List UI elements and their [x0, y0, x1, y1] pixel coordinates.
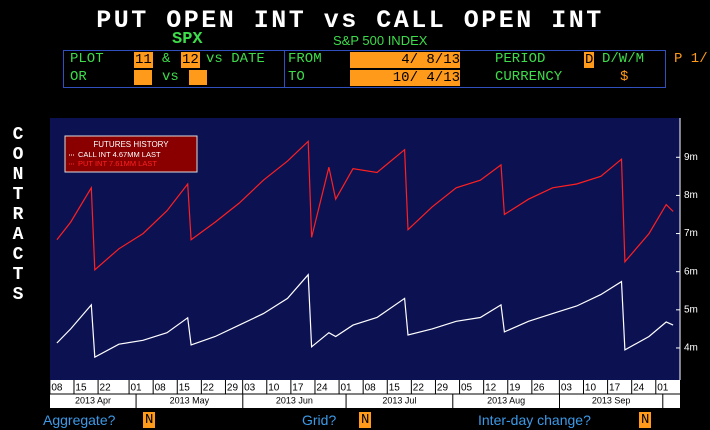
x-tick-label: 29: [437, 383, 449, 394]
option-label: Grid?: [302, 412, 337, 428]
x-group-label: 2013 May: [170, 395, 210, 405]
option-label: Inter-day change?: [478, 412, 591, 428]
input-field[interactable]: 4/ 8/13: [350, 52, 460, 68]
x-tick-label: 08: [51, 383, 63, 394]
field-label: OR: [70, 69, 87, 85]
x-tick-label: 10: [585, 383, 597, 394]
legend-entry: CALL INT 4.67MM LAST: [78, 150, 161, 159]
y-tick-label: 4m: [684, 343, 698, 354]
x-tick-label: 01: [131, 383, 143, 394]
option-label: Aggregate?: [43, 412, 116, 428]
input-field[interactable]: [189, 70, 207, 85]
input-field[interactable]: $: [620, 69, 629, 85]
x-tick-label: 15: [389, 383, 401, 394]
x-tick-label: 08: [365, 383, 377, 394]
form-frame: [284, 50, 666, 88]
x-tick-label: 08: [155, 383, 167, 394]
axis-title: CONTRACTS: [12, 125, 24, 305]
x-tick-label: 17: [609, 383, 621, 394]
x-group-label: 2013 Jun: [276, 395, 313, 405]
y-tick-label: 7m: [684, 228, 698, 239]
legend-box: [64, 135, 198, 173]
x-tick-label: 24: [316, 383, 328, 394]
x-tick-label: 15: [75, 383, 87, 394]
field-label: D/W/M: [602, 51, 645, 67]
x-tick-label: 22: [203, 383, 215, 394]
x-tick-label: 10: [268, 383, 280, 394]
x-group-label: 2013 Aug: [487, 395, 525, 405]
x-tick-label: 26: [533, 383, 545, 394]
x-tick-label: 05: [461, 383, 473, 394]
x-tick-label: 15: [179, 383, 191, 394]
x-tick-label: 17: [292, 383, 304, 394]
x-tick-label: 22: [413, 383, 425, 394]
x-tick-label: 12: [485, 383, 497, 394]
legend-entry: PUT INT 7.61MM LAST: [78, 159, 157, 168]
x-tick-label: 19: [509, 383, 521, 394]
x-tick-label: 29: [227, 383, 239, 394]
x-group-label: 2013 Apr: [75, 395, 111, 405]
field-label: &: [162, 51, 171, 67]
y-tick-label: 8m: [684, 190, 698, 201]
option-toggle[interactable]: N: [639, 412, 652, 428]
input-field[interactable]: D: [584, 52, 595, 68]
x-tick-label: 01: [657, 383, 669, 394]
x-tick-label: 24: [633, 383, 645, 394]
x-tick-label: 03: [244, 383, 256, 394]
y-tick-label: 5m: [684, 304, 698, 315]
option-toggle[interactable]: N: [143, 412, 156, 428]
x-tick-label: 01: [341, 383, 353, 394]
series-line: [56, 273, 674, 359]
legend-title: FUTURES HISTORY: [93, 140, 169, 149]
screen-title: PUT OPEN INT vs CALL OPEN INT: [96, 6, 604, 35]
field-label: CURRENCY: [495, 69, 563, 85]
field-label: TO: [288, 69, 305, 85]
x-group-label: 2013 Sep: [592, 395, 631, 405]
field-label: vs: [162, 69, 179, 85]
field-label: FROM: [288, 51, 322, 67]
series-line: [56, 139, 674, 272]
option-toggle[interactable]: N: [359, 412, 372, 428]
x-tick-label: 03: [561, 383, 573, 394]
input-field[interactable]: 11: [134, 52, 153, 68]
x-group-label: 2013 Jul: [382, 395, 416, 405]
security-name: S&P 500 INDEX: [333, 33, 428, 48]
input-field[interactable]: 12: [181, 52, 200, 68]
y-tick-label: 9m: [684, 152, 698, 163]
input-field[interactable]: 10/ 4/13: [350, 70, 460, 86]
y-tick-label: 6m: [684, 266, 698, 277]
page-indicator: P 1/: [674, 51, 708, 67]
ticker: SPX: [172, 30, 203, 49]
field-label: PLOT: [70, 51, 104, 67]
field-label: vs DATE: [206, 51, 265, 67]
input-field[interactable]: [134, 70, 152, 85]
x-tick-label: 22: [100, 383, 112, 394]
chart: FUTURES HISTORY 4m 5m 6m 7m 8m 9m 08 15 22 01 08 15…: [49, 118, 698, 408]
field-label: PERIOD: [495, 51, 546, 67]
